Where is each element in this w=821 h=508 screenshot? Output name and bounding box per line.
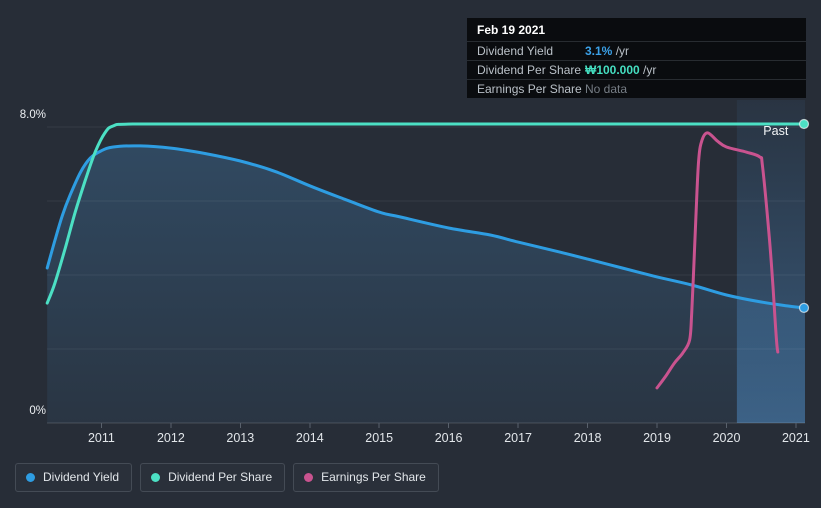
earnings-per-share-dot-icon	[304, 473, 314, 482]
tooltip-row-1: Dividend Per Share ₩100.000 /yr	[467, 60, 806, 79]
legend-item-label: Dividend Yield	[43, 470, 120, 484]
legend-item-dividend-per-share[interactable]: Dividend Per Share	[140, 463, 286, 492]
series-endpoint-dot-dividend-yield	[798, 302, 810, 313]
x-axis-label-2012: 2012	[157, 431, 185, 445]
legend-item-earnings-per-share[interactable]: Earnings Per Share	[293, 463, 439, 492]
legend-item-label: Earnings Per Share	[321, 470, 426, 484]
tooltip-row-0: Dividend Yield 3.1% /yr	[467, 41, 806, 60]
series-line-dividend-per-share[interactable]	[45, 122, 807, 305]
x-axis-label-2015: 2015	[365, 431, 393, 445]
x-axis-label-2017: 2017	[504, 431, 532, 445]
chart-tooltip: Feb 19 2021 Dividend Yield 3.1% /yr Divide…	[467, 18, 806, 98]
series-line-earnings-per-share[interactable]	[655, 131, 780, 390]
dividend-per-share-dot-icon	[151, 473, 161, 482]
past-label: Past	[763, 124, 789, 138]
chart-legend: Dividend Yield Dividend Per Share Earnings…	[15, 463, 439, 492]
tooltip-row-unit: /yr	[639, 63, 657, 77]
y-axis-label-8pct: 8.0%	[20, 109, 46, 121]
x-axis-label-2019: 2019	[643, 431, 671, 445]
y-axis-label-0pct: 0%	[29, 405, 46, 417]
dividend-yield-dot-icon	[26, 473, 35, 482]
legend-item-dividend-yield[interactable]: Dividend Yield	[15, 463, 133, 492]
x-axis-label-2013: 2013	[226, 431, 254, 445]
tooltip-date: Feb 19 2021	[477, 23, 546, 37]
x-axis-label-2021: 2021	[782, 431, 810, 445]
tooltip-row-value: ₩100.000	[585, 63, 640, 77]
x-axis-label-2020: 2020	[713, 431, 741, 445]
tooltip-row-value: 3.1%	[585, 44, 613, 58]
x-axis-label-2011: 2011	[88, 431, 115, 445]
tooltip-row-label: Earnings Per Share	[477, 82, 582, 96]
x-axis-label-2016: 2016	[435, 431, 463, 445]
series-line-dividend-yield[interactable]	[45, 144, 807, 310]
legend-item-label: Dividend Per Share	[168, 470, 273, 484]
dividend-yield-area-fill	[47, 145, 805, 423]
x-axis-label-2014: 2014	[296, 431, 324, 445]
tooltip-row-value: No data	[585, 82, 628, 96]
series-endpoint-dot-dividend-per-share	[798, 118, 810, 130]
tooltip-row-label: Dividend Per Share	[477, 63, 582, 77]
tooltip-row-2: Earnings Per Share No data	[467, 79, 806, 98]
x-axis-label-2018: 2018	[574, 431, 602, 445]
tooltip-row-unit: /yr	[612, 44, 630, 58]
tooltip-row-label: Dividend Yield	[477, 44, 554, 58]
